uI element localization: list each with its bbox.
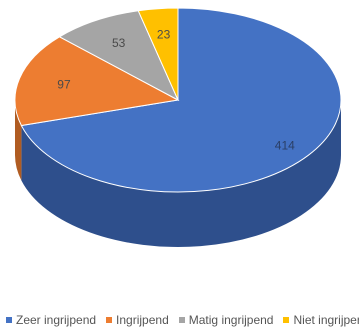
chart-legend: Zeer ingrijpend Ingrijpend Matig ingrijp… bbox=[6, 313, 359, 327]
legend-swatch bbox=[106, 317, 113, 323]
pie-slice bbox=[137, 7, 179, 101]
legend-label: Matig ingrijpend bbox=[188, 313, 274, 327]
pie-data-labels: 414 97 53 23 bbox=[57, 27, 295, 152]
legend-item-matig-ingrijpend: Matig ingrijpend bbox=[178, 313, 274, 327]
pie-data-label: 23 bbox=[157, 27, 171, 41]
pie-side-wall bbox=[15, 100, 22, 181]
legend-item-niet-ingrijpend: Niet ingrijpend bbox=[283, 313, 359, 327]
pie-data-label: 414 bbox=[275, 138, 295, 152]
pie-side-wall bbox=[21, 100, 341, 247]
pie-side-walls bbox=[15, 100, 341, 247]
pie-slices bbox=[14, 7, 342, 193]
pie-data-label: 53 bbox=[112, 36, 126, 50]
pie-data-label: 97 bbox=[57, 77, 71, 91]
legend-swatch bbox=[178, 317, 185, 323]
legend-swatch bbox=[283, 317, 290, 323]
legend-swatch bbox=[6, 317, 12, 323]
legend-item-ingrijpend: Ingrijpend bbox=[106, 313, 169, 327]
legend-item-zeer-ingrijpend: Zeer ingrijpend bbox=[6, 313, 96, 327]
pie-slice bbox=[14, 36, 180, 127]
legend-label: Niet ingrijpend bbox=[293, 313, 359, 327]
pie-slice bbox=[20, 7, 342, 193]
pie-slice bbox=[58, 10, 180, 102]
legend-label: Ingrijpend bbox=[116, 313, 169, 327]
legend-label: Zeer ingrijpend bbox=[16, 313, 97, 327]
